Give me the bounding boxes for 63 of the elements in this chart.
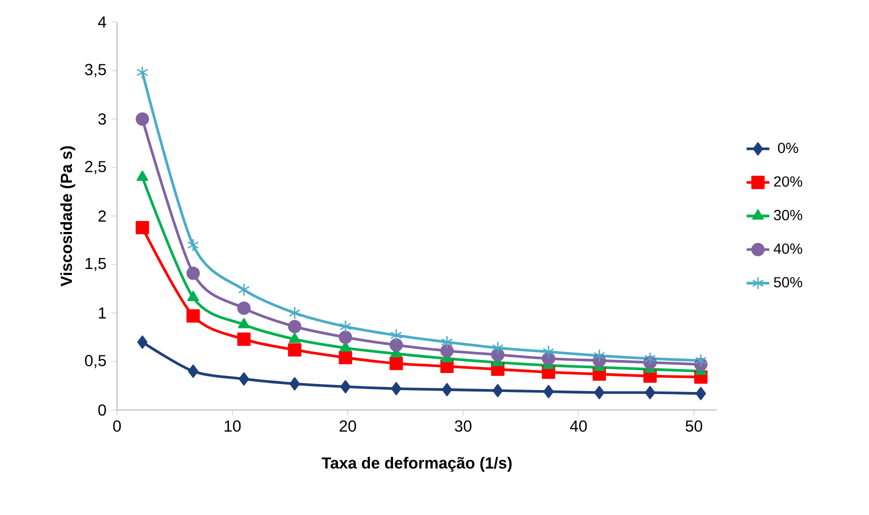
point: [186, 266, 200, 280]
point: [390, 356, 403, 370]
legend-label: 20%: [774, 176, 802, 187]
x-tick-label: 20: [340, 420, 356, 432]
point: [237, 332, 251, 346]
y-tick-label: 0,5: [84, 354, 106, 368]
x-tick-label: 10: [224, 420, 241, 432]
point: [340, 320, 352, 334]
x-tick-label: 50: [686, 420, 702, 432]
point: [442, 382, 452, 396]
point: [593, 349, 606, 362]
point: [492, 384, 503, 398]
point: [288, 332, 301, 343]
point: [390, 328, 402, 342]
y-tick-label: 1,5: [86, 258, 106, 272]
point: [391, 382, 402, 396]
x-tick-label: 0: [113, 420, 121, 432]
point: [136, 220, 150, 234]
x-axis-title: Taxa de deformação (1/s): [322, 456, 512, 472]
legend-label: 0%: [778, 142, 798, 154]
y-tick-label: 0: [98, 404, 106, 416]
y-tick-label: 3: [98, 113, 106, 125]
point: [492, 341, 504, 355]
point: [594, 386, 604, 400]
x-tick-label: 30: [454, 420, 472, 432]
legend-label: 30%: [774, 210, 802, 220]
point: [338, 330, 352, 344]
point: [136, 170, 148, 181]
point: [644, 352, 656, 366]
point: [238, 318, 250, 328]
point: [542, 345, 554, 358]
point: [288, 320, 302, 334]
y-tick-label: 3,5: [84, 64, 106, 78]
legend-label: 40%: [774, 243, 802, 254]
y-tick-label: 2: [98, 210, 106, 222]
point: [238, 372, 250, 386]
point: [288, 343, 302, 357]
point: [288, 306, 301, 320]
point: [137, 335, 148, 349]
point: [187, 290, 200, 302]
y-axis-title: Viscosidade (Pa s): [60, 146, 76, 286]
point: [186, 309, 200, 323]
point: [188, 364, 198, 378]
point: [390, 338, 403, 352]
point: [543, 384, 554, 398]
point: [644, 386, 656, 400]
point: [187, 238, 200, 252]
point: [290, 377, 300, 390]
y-tick-label: 2,5: [85, 160, 106, 174]
point: [136, 66, 148, 80]
point: [441, 335, 453, 349]
y-tick-label: 4: [98, 16, 106, 28]
legend-label: 50%: [774, 277, 802, 288]
x-tick-label: 40: [570, 420, 587, 432]
point: [238, 283, 250, 296]
point: [694, 354, 707, 368]
point: [440, 344, 454, 358]
point: [696, 386, 706, 400]
point: [340, 380, 351, 394]
point: [338, 350, 352, 364]
y-tick-label: 1: [98, 308, 106, 319]
point: [136, 112, 150, 126]
point: [237, 301, 251, 315]
